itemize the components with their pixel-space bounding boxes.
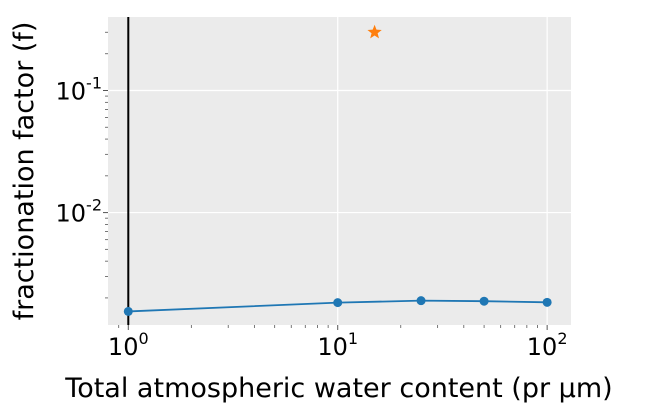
data-point <box>479 296 489 306</box>
y-axis-title: fractionation factor (f) <box>9 22 40 321</box>
tick-labels: 100 101 102 10-2 10-1 <box>56 74 568 361</box>
data-point <box>333 298 343 308</box>
y-tick-label: 10-1 <box>56 74 103 106</box>
plot-background <box>108 17 571 325</box>
y-tick-label: 10-2 <box>56 196 103 228</box>
x-tick-label: 101 <box>317 329 358 361</box>
x-tick-label: 102 <box>527 329 568 361</box>
data-point <box>416 296 426 306</box>
minor-ticks <box>103 31 548 330</box>
x-axis-title: Total atmospheric water content (pr μm) <box>64 373 612 404</box>
data-point <box>542 297 552 307</box>
star-marker <box>367 24 382 39</box>
data-point <box>123 306 133 316</box>
data-series <box>123 17 552 325</box>
x-tick-label: 100 <box>108 329 149 361</box>
